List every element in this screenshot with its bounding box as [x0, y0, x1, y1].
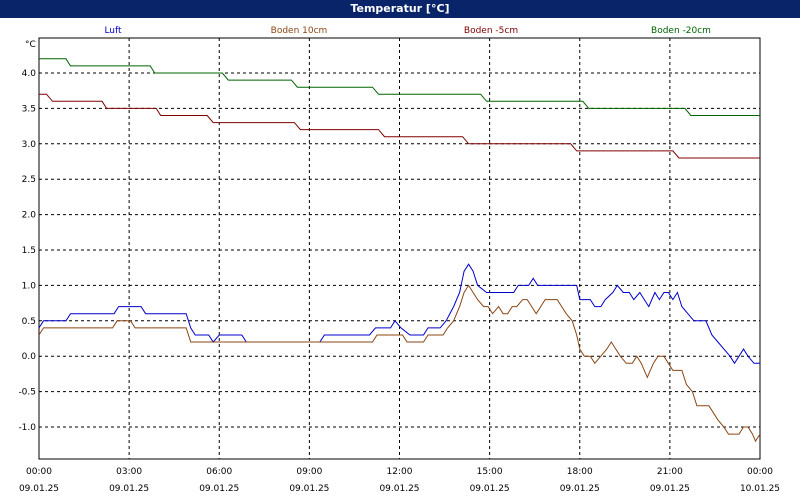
- x-tick-time-label: 09:00: [296, 467, 322, 477]
- y-tick-label: 0.5: [22, 317, 36, 327]
- y-tick-label: 2.0: [22, 211, 37, 221]
- grid: [39, 38, 760, 459]
- y-tick-label: 1.0: [22, 281, 37, 291]
- legend-entry: Boden -5cm: [464, 26, 518, 36]
- y-tick-label: 3.0: [22, 140, 37, 150]
- series-line-boden-10cm: [38, 284, 761, 443]
- x-tick-time-label: 15:00: [477, 467, 503, 477]
- x-tick-date-label: 09.01.25: [379, 484, 419, 494]
- x-tick-date-label: 09.01.25: [109, 484, 149, 494]
- x-tick-date-label: 09.01.25: [470, 484, 510, 494]
- x-tick-time-label: 06:00: [206, 467, 232, 477]
- y-tick-label: -1.0: [18, 423, 36, 433]
- x-tick-date-label: 09.01.25: [289, 484, 329, 494]
- y-tick-label: 2.5: [22, 175, 36, 185]
- legend: Luft Boden 10cm Boden -5cm Boden -20cm: [104, 26, 711, 36]
- x-tick-date-label: 09.01.25: [19, 484, 59, 494]
- legend-entry: Boden 10cm: [271, 26, 328, 36]
- y-axis-ticks: 4.0 3.5 3.0 2.5 2.0 1.5 1.0 0.5 0.0 -0.5 -1.0: [18, 69, 36, 433]
- x-tick-date-label: 09.01.25: [560, 484, 600, 494]
- x-tick-time-label: 18:00: [567, 467, 593, 477]
- series-line-boden-5cm: [39, 93, 760, 159]
- y-tick-label: 1.5: [22, 246, 36, 256]
- x-axis-ticks: 00:00 09.01.25 03:00 09.01.25 06:00 09.01.25 0…: [19, 467, 780, 494]
- plot-border: [38, 37, 761, 460]
- x-tick-time-label: 12:00: [387, 467, 413, 477]
- y-tick-label: 0.0: [22, 352, 37, 362]
- x-tick-time-label: 03:00: [116, 467, 142, 477]
- x-tick-time-label: 00:00: [26, 467, 52, 477]
- y-tick-label: 3.5: [22, 104, 36, 114]
- series-line-luft: [38, 263, 760, 365]
- y-tick-label: -0.5: [18, 388, 36, 398]
- legend-entry: Luft: [104, 26, 122, 36]
- y-tick-label: 4.0: [22, 69, 37, 79]
- x-tick-date-label: 09.01.25: [199, 484, 239, 494]
- chart-title: Temperatur [°C]: [0, 0, 800, 18]
- x-tick-date-label: 10.01.25: [740, 484, 780, 494]
- x-tick-date-label: 09.01.25: [650, 484, 690, 494]
- series-lines: [38, 58, 761, 443]
- series-line-boden-20cm: [39, 58, 760, 116]
- chart-area: Luft Boden 10cm Boden -5cm Boden -20cm °C 4…: [18, 26, 780, 494]
- y-axis-unit: °C: [25, 40, 36, 50]
- x-tick-time-label: 00:00: [747, 467, 773, 477]
- x-tick-time-label: 21:00: [657, 467, 683, 477]
- legend-entry: Boden -20cm: [651, 26, 711, 36]
